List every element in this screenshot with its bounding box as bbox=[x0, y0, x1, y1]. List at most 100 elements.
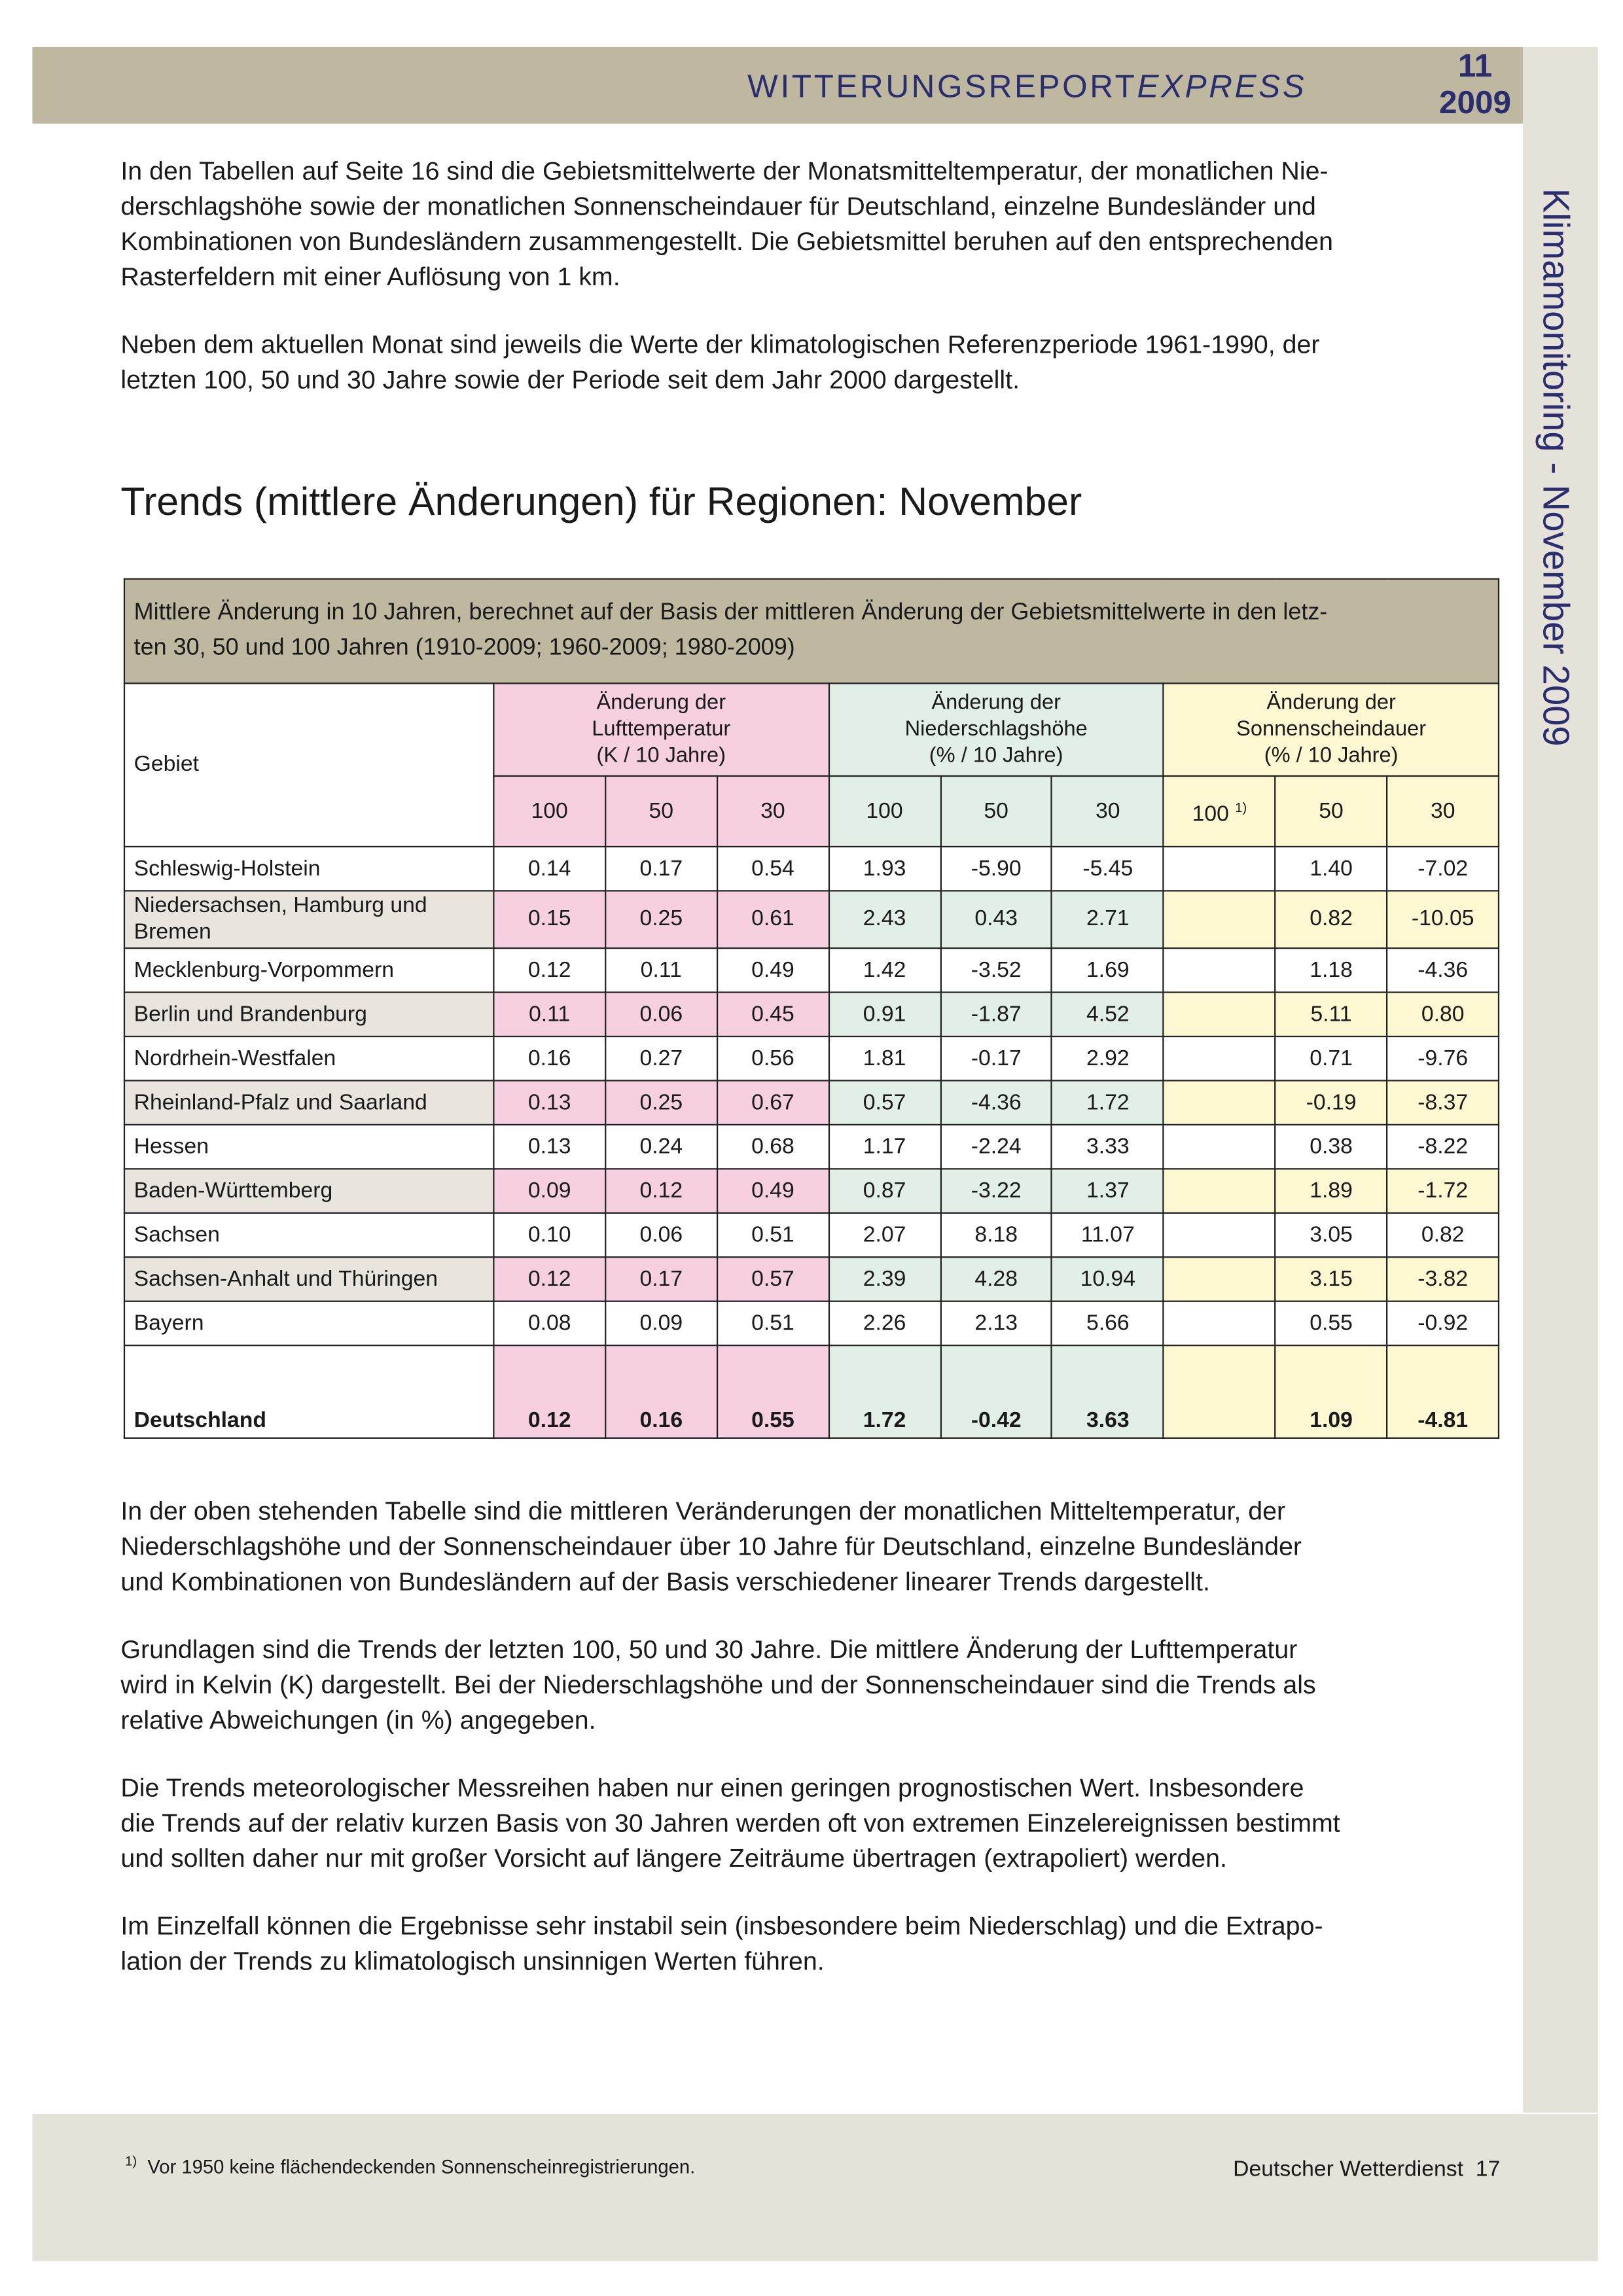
sun-value: -10.05 bbox=[1386, 890, 1500, 949]
footer-bar bbox=[32, 2113, 1598, 2261]
temp-value: 0.10 bbox=[493, 1212, 607, 1258]
sun-value: 0.80 bbox=[1386, 991, 1500, 1038]
table-caption: Mittlere Änderung in 10 Jahren, berechne… bbox=[123, 578, 1500, 684]
sun-value: 0.82 bbox=[1274, 890, 1388, 949]
precip-value: 0.43 bbox=[939, 890, 1053, 949]
temp-value: 0.14 bbox=[493, 845, 607, 892]
footnote-mark: 1) bbox=[125, 2153, 137, 2169]
sun-value: 1.89 bbox=[1274, 1168, 1388, 1214]
caption-line: Mittlere Änderung in 10 Jahren, berechne… bbox=[134, 600, 1328, 626]
text-line: die Trends auf der relativ kurzen Basis … bbox=[120, 1808, 1340, 1838]
year-label: 30 bbox=[1431, 798, 1455, 823]
precip-value: 1.69 bbox=[1051, 947, 1165, 993]
paragraph: Im Einzelfall können die Ergebnisse sehr… bbox=[120, 1908, 1503, 1979]
text-line: Im Einzelfall können die Ergebnisse sehr… bbox=[120, 1911, 1323, 1941]
data-row: Niedersachsen, Hamburg und Bremen 0.15 0.2… bbox=[123, 890, 1500, 949]
data-row: Sachsen 0.10 0.06 0.51 2.07 8.18 11.07 3.05 0.82 bbox=[123, 1212, 1500, 1258]
region-name: Berlin und Brandenburg bbox=[123, 991, 495, 1038]
precip-value: 2.39 bbox=[828, 1256, 941, 1302]
issue-number: 11 bbox=[1457, 46, 1493, 84]
sun-empty bbox=[1163, 1035, 1276, 1082]
sun-value: 0.71 bbox=[1274, 1035, 1388, 1082]
sun-value: 5.11 bbox=[1274, 991, 1388, 1038]
region-name: Mecklenburg-Vorpommern bbox=[123, 947, 495, 993]
precip-value: 3.33 bbox=[1051, 1123, 1165, 1170]
temp-value: 0.15 bbox=[493, 890, 607, 949]
precip-value: 11.07 bbox=[1051, 1212, 1165, 1258]
temp-value: 0.49 bbox=[716, 947, 830, 993]
text-line: Grundlagen sind die Trends der letzten 1… bbox=[120, 1634, 1298, 1664]
year-header: 100 bbox=[493, 775, 607, 848]
data-row: Baden-Württemberg 0.09 0.12 0.49 0.87 -3.22 1.… bbox=[123, 1168, 1500, 1214]
sun-value: 3.15 bbox=[1274, 1256, 1388, 1302]
year-label: 100 bbox=[1192, 802, 1229, 827]
sun-empty bbox=[1163, 1080, 1276, 1126]
issue-year: 2009 bbox=[1438, 84, 1512, 121]
temp-value: 0.51 bbox=[716, 1212, 830, 1258]
region-name: Hessen bbox=[123, 1123, 495, 1170]
group-line: (K / 10 Jahre) bbox=[596, 744, 726, 768]
text-line: und Kombinationen von Bundesländern auf … bbox=[120, 1566, 1210, 1597]
footer-text: Deutscher Wetterdienst 17 bbox=[1233, 2157, 1500, 2181]
sun-value: 0.38 bbox=[1274, 1123, 1388, 1170]
data-row: Sachsen-Anhalt und Thüringen 0.12 0.17 0.57… bbox=[123, 1256, 1500, 1302]
year-header: 50 bbox=[604, 775, 718, 848]
year-header: 30 bbox=[1051, 775, 1165, 848]
temp-value: 0.12 bbox=[493, 947, 607, 993]
year-label: 50 bbox=[649, 798, 674, 823]
precip-value: 0.57 bbox=[828, 1080, 941, 1126]
page-number: 17 bbox=[1475, 2157, 1501, 2182]
group-line: (% / 10 Jahre) bbox=[1264, 744, 1399, 768]
temp-value: 0.12 bbox=[493, 1345, 607, 1439]
temp-value: 0.12 bbox=[493, 1256, 607, 1302]
temp-value: 0.56 bbox=[716, 1035, 830, 1082]
region-name: Niedersachsen, Hamburg und Bremen bbox=[123, 890, 495, 949]
temp-value: 0.09 bbox=[493, 1168, 607, 1214]
temp-value: 0.25 bbox=[604, 890, 718, 949]
sun-value: 1.18 bbox=[1274, 947, 1388, 993]
group-header: Änderung der Sonnenscheindauer (% / 10 Jah… bbox=[1163, 682, 1500, 777]
sun-empty bbox=[1163, 991, 1276, 1038]
year-header: 100 bbox=[828, 775, 941, 848]
region-name: Sachsen-Anhalt und Thüringen bbox=[123, 1256, 495, 1302]
header-bar bbox=[32, 46, 1524, 124]
precip-value: -3.22 bbox=[939, 1168, 1053, 1214]
region-name: Baden-Württemberg bbox=[123, 1168, 495, 1214]
gebiet-label: Gebiet bbox=[134, 751, 199, 777]
text-line: wird in Kelvin (K) dargestellt. Bei der … bbox=[120, 1669, 1316, 1699]
year-header: 100 1) bbox=[1163, 775, 1276, 848]
group-line: Änderung der bbox=[596, 691, 726, 715]
text-line: In der oben stehenden Tabelle sind die m… bbox=[120, 1496, 1286, 1526]
year-header: 30 bbox=[716, 775, 830, 848]
intro-paragraph: Neben dem aktuellen Monat sind jeweils d… bbox=[120, 327, 1503, 397]
sun-empty bbox=[1163, 1256, 1276, 1302]
temp-value: 0.55 bbox=[716, 1345, 830, 1439]
sun-value: -0.92 bbox=[1386, 1300, 1500, 1347]
footnote: 1) Vor 1950 keine flächendeckenden Sonne… bbox=[125, 2154, 695, 2178]
temp-value: 0.11 bbox=[604, 947, 718, 993]
text-line: Rasterfeldern mit einer Auflösung von 1 … bbox=[120, 262, 620, 292]
sun-empty bbox=[1163, 890, 1276, 949]
temp-value: 0.24 bbox=[604, 1123, 718, 1170]
text-line: und sollten daher nur mit großer Vorsich… bbox=[120, 1843, 1227, 1873]
region-name: Deutschland bbox=[123, 1345, 495, 1439]
temp-value: 0.61 bbox=[716, 890, 830, 949]
section-heading: Trends (mittlere Änderungen) für Regione… bbox=[120, 479, 1082, 524]
text-line: derschlagshöhe sowie der monatlichen Son… bbox=[120, 191, 1316, 221]
precip-value: 1.72 bbox=[828, 1345, 941, 1439]
data-row: Schleswig-Holstein 0.14 0.17 0.54 1.93 -5.90-… bbox=[123, 845, 1500, 892]
temp-value: 0.13 bbox=[493, 1123, 607, 1170]
precip-value: 2.92 bbox=[1051, 1035, 1165, 1082]
year-header: 50 bbox=[1274, 775, 1388, 848]
gebiet-header: Gebiet bbox=[123, 682, 495, 848]
temp-value: 0.16 bbox=[493, 1035, 607, 1082]
sun-value: -3.82 bbox=[1386, 1256, 1500, 1302]
sun-value: -7.02 bbox=[1386, 845, 1500, 892]
precip-value: 0.91 bbox=[828, 991, 941, 1038]
sun-value: 1.40 bbox=[1274, 845, 1388, 892]
group-line: Änderung der bbox=[1266, 691, 1396, 715]
paragraph: In der oben stehenden Tabelle sind die m… bbox=[120, 1493, 1503, 1599]
sidebar bbox=[1523, 46, 1598, 2113]
precip-value: 0.87 bbox=[828, 1168, 941, 1214]
text-line: relative Abweichungen (in %) angegeben. bbox=[120, 1704, 596, 1735]
